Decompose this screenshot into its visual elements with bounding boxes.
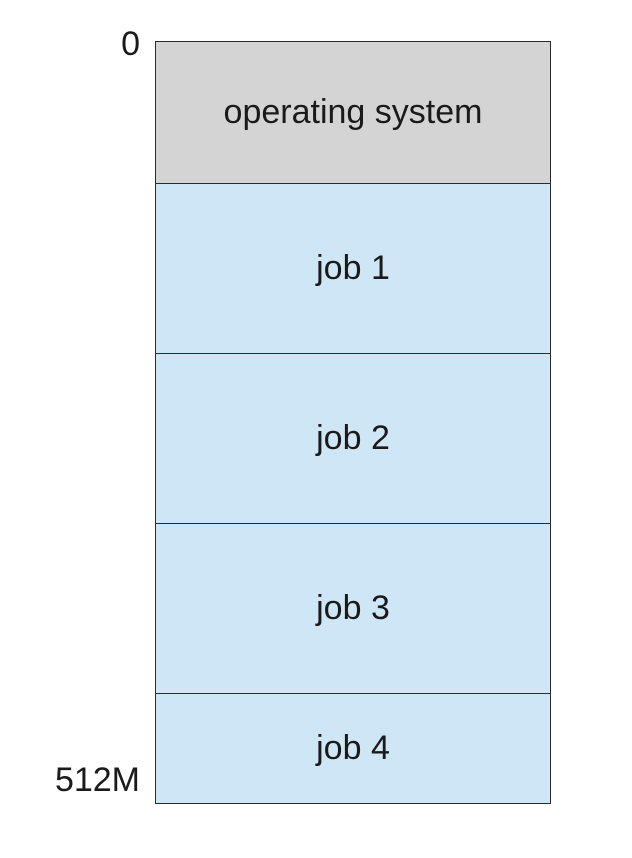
- address-top-label: 0: [121, 25, 140, 63]
- segment-operating-system: operating system: [156, 42, 550, 184]
- segment-label: job 1: [316, 249, 390, 287]
- segment-job-2: job 2: [156, 354, 550, 524]
- memory-layout: operating system job 1 job 2 job 3 job 4: [155, 41, 551, 804]
- segment-label: job 2: [316, 419, 390, 457]
- segment-label: operating system: [223, 93, 483, 131]
- segment-job-3: job 3: [156, 524, 550, 694]
- segment-label: job 4: [316, 729, 390, 767]
- address-bottom-label: 512M: [54, 761, 140, 799]
- segment-job-1: job 1: [156, 184, 550, 354]
- segment-label: job 3: [316, 589, 390, 627]
- segment-job-4: job 4: [156, 694, 550, 803]
